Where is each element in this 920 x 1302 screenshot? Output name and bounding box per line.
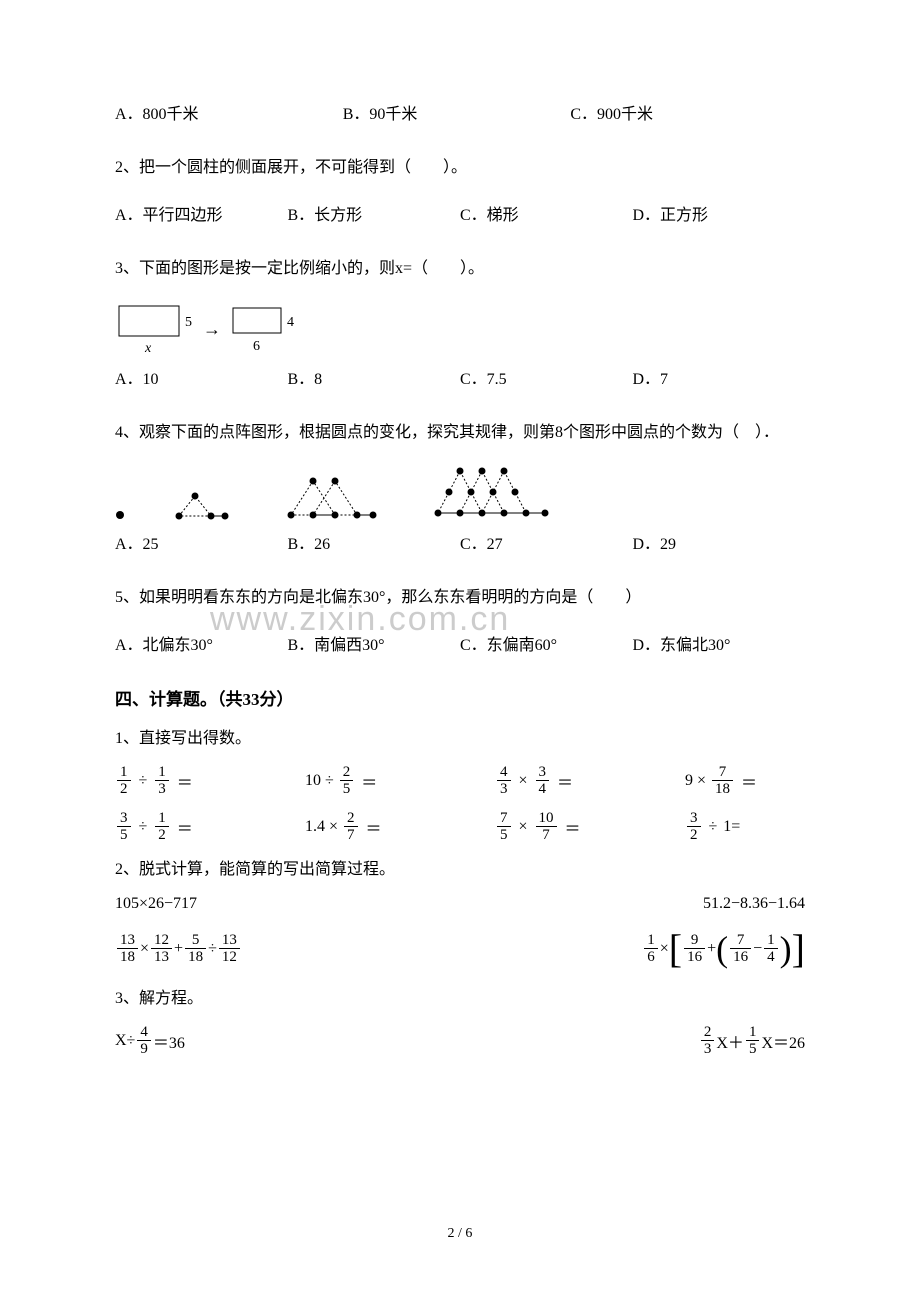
q3-options: A．10 B．8 C．7.5 D．7 <box>115 365 805 389</box>
q4-patterns <box>115 465 805 520</box>
q3-label1-bottom: x <box>144 341 152 356</box>
q2-text: 2、把一个圆柱的侧面展开，不可能得到（ ）。 <box>115 154 805 183</box>
q3-opt-c: C．7.5 <box>460 365 633 389</box>
q2-options: A．平行四边形 B．长方形 C．梯形 D．正方形 <box>115 201 805 225</box>
q5-text: 5、如果明明看东东的方向是北偏东30°，那么东东看明明的方向是（ ） <box>115 584 805 613</box>
sub1-text: 1、直接写出得数。 <box>115 725 805 754</box>
q3-text: 3、下面的图形是按一定比例缩小的，则x=（ ）。 <box>115 255 805 284</box>
q2-opt-b: B．长方形 <box>288 201 461 225</box>
q3-label1-right: 5 <box>185 315 192 330</box>
sub3-text: 3、解方程。 <box>115 985 805 1014</box>
q5-opt-c: C．东偏南60° <box>460 631 633 655</box>
q3-diagram: 5 x → 4 6 <box>115 302 299 357</box>
eq2: 23 X＋ 15 X＝26 <box>699 1024 805 1058</box>
pattern-4 <box>430 465 560 520</box>
q4-opt-b: B．26 <box>288 530 461 554</box>
q2-opt-c: C．梯形 <box>460 201 633 225</box>
q3-label2-right: 4 <box>287 315 294 330</box>
q5-opt-b: B．南偏西30° <box>288 631 461 655</box>
eq1: X÷ 49 ＝36 <box>115 1024 185 1058</box>
q2-opt-a: A．平行四边形 <box>115 201 288 225</box>
arrow-icon: → <box>203 319 221 340</box>
expr4: 16 × [ 916 + ( 716 − 14 ) ] <box>642 929 805 969</box>
q4-opt-d: D．29 <box>633 530 806 554</box>
q5-opt-d: D．东偏北30° <box>633 631 806 655</box>
expr2: 51.2−8.36−1.64 <box>703 895 805 913</box>
q5-options: A．北偏东30° B．南偏西30° C．东偏南60° D．东偏北30° <box>115 631 805 655</box>
q1-options: A．800千米 B．90千米 C．900千米 <box>115 100 805 124</box>
calc-row-1: 12 ÷ 13 ＝ 10 ÷ 25 ＝ 43 × 34 ＝ 9 × 718 ＝ <box>115 764 805 798</box>
q1-opt-c: C．900千米 <box>570 100 798 124</box>
q1-opt-b: B．90千米 <box>343 100 571 124</box>
q1-opt-a: A．800千米 <box>115 100 343 124</box>
q5-opt-a: A．北偏东30° <box>115 631 288 655</box>
q4-text: 4、观察下面的点阵图形，根据圆点的变化，探究其规律，则第8个图形中圆点的个数为（… <box>115 419 805 448</box>
expr3: 1318 × 1213 + 518 ÷ 1312 <box>115 932 242 966</box>
page-footer: 2 / 6 <box>0 1226 920 1242</box>
q3-label2-bottom: 6 <box>253 339 260 354</box>
q4-opt-c: C．27 <box>460 530 633 554</box>
sub2-text: 2、脱式计算，能简算的写出简算过程。 <box>115 856 805 885</box>
q4-opt-a: A．25 <box>115 530 288 554</box>
calc-row-2: 35 ÷ 12 ＝ 1.4 × 27 ＝ 75 × 107 ＝ 32 ÷ 1 = <box>115 810 805 844</box>
q3-opt-b: B．8 <box>288 365 461 389</box>
pattern-3 <box>285 475 380 520</box>
q3-opt-d: D．7 <box>633 365 806 389</box>
q2-opt-d: D．正方形 <box>633 201 806 225</box>
q4-options: A．25 B．26 C．27 D．29 <box>115 530 805 554</box>
pattern-2 <box>175 490 235 520</box>
expr1: 105×26−717 <box>115 895 197 913</box>
section4-heading: 四、计算题。（共33分） <box>115 685 805 710</box>
q3-opt-a: A．10 <box>115 365 288 389</box>
pattern-1 <box>115 510 125 520</box>
